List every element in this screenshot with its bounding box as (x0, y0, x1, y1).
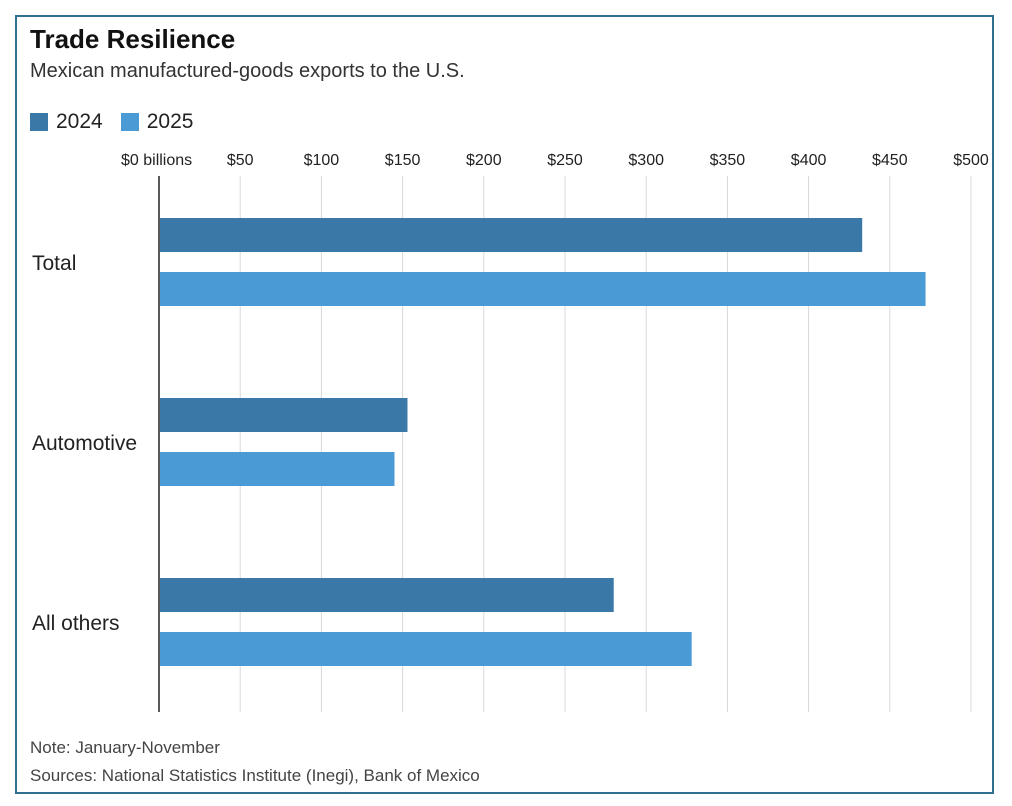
legend-swatch-2024 (30, 113, 48, 131)
x-tick-label: $350 (710, 152, 746, 169)
x-tick-label: $100 (304, 152, 340, 169)
gridlines (239, 176, 972, 712)
x-tick-label: $500 (953, 152, 989, 169)
category-label: Automotive (32, 432, 137, 455)
chart-subtitle: Mexican manufactured-goods exports to th… (30, 60, 465, 82)
x-tick-label: $400 (791, 152, 827, 169)
legend-item-2024: 2024 (30, 110, 103, 134)
bar-automotive-2024 (160, 398, 408, 432)
bar-all-others-2025 (160, 632, 692, 666)
x-tick-label: $300 (628, 152, 664, 169)
sources-text: Sources: National Statistics Institute (… (30, 766, 480, 785)
x-tick-label: $250 (547, 152, 583, 169)
x-tick-label: $200 (466, 152, 502, 169)
bar-total-2025 (160, 272, 926, 306)
bar-automotive-2025 (160, 452, 395, 486)
x-tick-label: $450 (872, 152, 908, 169)
note-text: Note: January-November (30, 738, 220, 757)
legend-label-2024: 2024 (56, 110, 103, 133)
bar-all-others-2024 (160, 578, 614, 612)
legend-swatch-2025 (120, 113, 139, 131)
x-tick-label: $150 (385, 152, 421, 169)
bars (160, 218, 926, 666)
category-labels: Total Automotive All others (32, 252, 137, 635)
chart-title: Trade Resilience (30, 24, 236, 54)
legend-label-2025: 2025 (146, 110, 194, 133)
notes: Note: January-November Sources: National… (30, 734, 480, 790)
x-tick-label: $50 (227, 152, 254, 169)
legend: 2024 2025 (30, 110, 211, 134)
x-tick-label: $0 billions (121, 152, 192, 169)
category-label: Total (32, 252, 76, 275)
bar-total-2024 (160, 218, 863, 252)
category-label: All others (32, 612, 120, 635)
x-tick-labels: $0 billions $50 $100 $150 $200 $250 $300 $350 $4… (121, 152, 989, 169)
legend-item-2025: 2025 (120, 110, 194, 134)
